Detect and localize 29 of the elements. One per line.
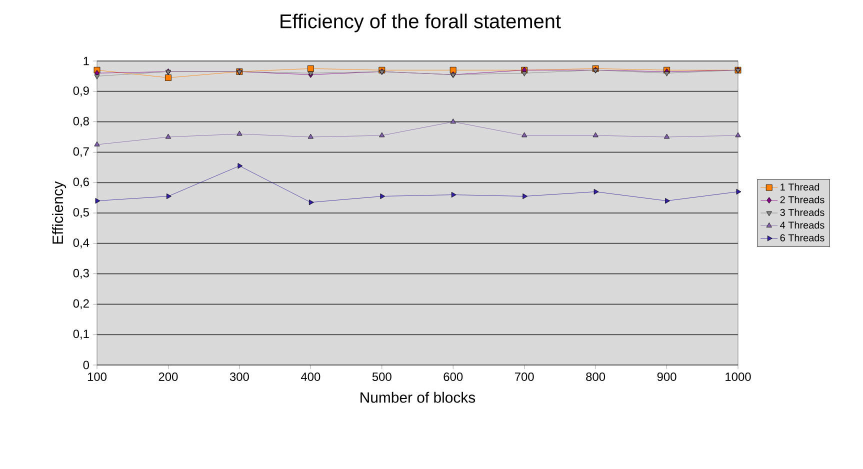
legend-label: 1 Thread [780, 183, 820, 191]
x-tick-label: 500 [372, 372, 392, 381]
y-tick-label: 0,6 [73, 178, 89, 188]
legend-label: 6 Threads [780, 234, 824, 242]
x-tick-label: 700 [514, 372, 534, 381]
chart-title: Efficiency of the forall statement [280, 14, 561, 32]
legend-label: 3 Threads [780, 208, 824, 216]
y-tick-label: 0 [83, 360, 90, 370]
y-tick-label: 0,5 [73, 208, 89, 218]
x-axis-title: Number of blocks [360, 392, 476, 403]
x-tick-label: 800 [586, 372, 606, 381]
x-tick-label: 400 [300, 372, 320, 381]
x-tick-label: 100 [88, 372, 107, 381]
legend-label: 2 Threads [780, 196, 824, 204]
x-tick-label: 600 [444, 372, 463, 381]
y-tick-label: 0,3 [73, 268, 89, 279]
y-tick-label: 0,9 [73, 86, 89, 96]
y-tick-label: 0,4 [73, 238, 90, 248]
y-tick-label: 1 [84, 56, 89, 66]
legend-label: 4 Threads [780, 221, 824, 229]
x-tick-label: 1000 [726, 372, 751, 381]
x-tick-label: 900 [657, 372, 676, 381]
y-tick-label: 0,8 [73, 116, 89, 127]
y-tick-label: 0,2 [73, 299, 89, 310]
x-tick-label: 200 [158, 372, 178, 381]
y-tick-label: 0,7 [73, 147, 89, 158]
y-axis-title: Efficiency [52, 181, 66, 244]
y-tick-label: 0,1 [73, 330, 89, 340]
x-tick-label: 300 [230, 372, 249, 381]
